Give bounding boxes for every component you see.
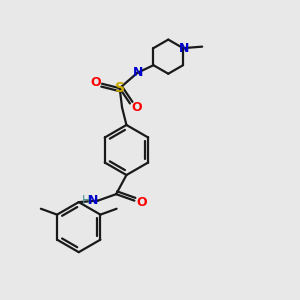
Text: N: N: [178, 42, 189, 55]
Text: H: H: [82, 194, 91, 207]
Text: O: O: [136, 196, 147, 208]
Text: S: S: [115, 81, 125, 95]
Text: O: O: [90, 76, 101, 89]
Text: O: O: [131, 100, 142, 113]
Text: N: N: [88, 194, 98, 207]
Text: N: N: [133, 66, 143, 79]
